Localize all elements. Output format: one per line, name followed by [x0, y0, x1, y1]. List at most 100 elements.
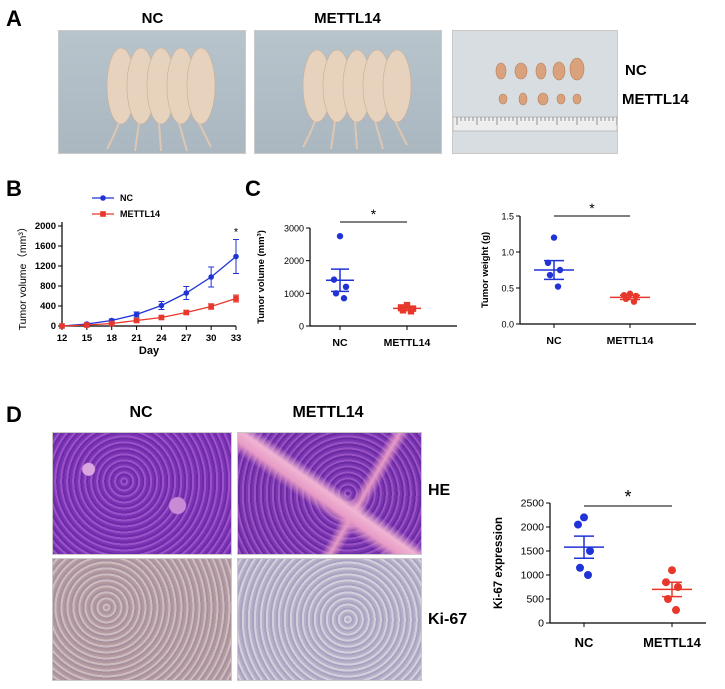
x-tick-label: 27 [181, 333, 192, 344]
y-tick-label: 1.5 [501, 212, 514, 222]
ki67-expression-chart: 0 500 1000 1500 2000 2500 Ki-67 expression NC ME… [493, 487, 706, 650]
data-point [208, 274, 214, 280]
legend-label: METTL14 [120, 209, 160, 219]
series-line-nc [61, 255, 237, 327]
excised-tumors-photo [452, 30, 618, 154]
tumor-growth-chart: 0 400 800 1200 1600 2000 12 15 18 21 24 27 30 33 Day Tu… [17, 193, 242, 357]
data-point [668, 566, 676, 575]
panel-a-nc-side-label: NC [625, 62, 647, 79]
y-tick-label: 1000 [521, 570, 545, 582]
data-point [574, 520, 582, 529]
data-point [626, 290, 634, 297]
x-axis-label: Day [139, 345, 160, 357]
data-point [59, 323, 65, 329]
y-tick-label: 3000 [284, 224, 304, 234]
data-point [584, 571, 592, 579]
data-point [622, 295, 630, 302]
data-point [544, 259, 552, 266]
data-point [208, 303, 214, 310]
ki67-row-label: Ki-67 [428, 611, 468, 628]
data-point [233, 295, 239, 302]
data-point [399, 307, 407, 314]
y-tick-label: 2500 [521, 498, 545, 510]
data-point [340, 295, 348, 302]
data-point [554, 283, 562, 290]
data-point [330, 276, 338, 283]
panel-label-c: C [245, 176, 261, 201]
y-tick-label: 0 [51, 321, 56, 332]
y-tick-label: 2000 [284, 256, 304, 266]
x-tick-label: 18 [106, 333, 117, 344]
data-point [556, 266, 564, 274]
y-tick-label: 800 [40, 281, 56, 292]
y-tick-label: 1500 [521, 546, 545, 558]
x-tick-label: 24 [156, 333, 167, 344]
legend-marker [100, 195, 106, 201]
data-point [84, 322, 90, 328]
panel-a-mettl14-side-label: METTL14 [622, 91, 689, 108]
y-tick-label: 400 [40, 301, 56, 312]
mettl14-mice-photo [254, 30, 442, 154]
y-tick-label: 0 [299, 322, 304, 332]
y-tick-label: 2000 [35, 221, 56, 232]
he-row-label: HE [428, 482, 451, 499]
panel-label-d: D [6, 402, 22, 427]
mettl14-he-stain-image [237, 432, 422, 555]
y-tick-label: 0.5 [501, 284, 514, 294]
series-line-mettl14 [61, 297, 237, 327]
data-point [586, 547, 594, 555]
y-tick-label: 0 [538, 618, 544, 630]
data-point [133, 317, 140, 324]
panel-label-a: A [6, 6, 22, 31]
panel-label-b: B [6, 176, 22, 201]
legend-marker [100, 211, 106, 217]
panel-a-nc-title: NC [141, 10, 164, 27]
data-point [183, 290, 190, 296]
y-axis-label: Tumor volume（mm³） [17, 222, 29, 331]
data-point [183, 309, 190, 316]
x-tick-label: 12 [57, 333, 68, 344]
y-tick-label: 1600 [35, 241, 56, 252]
significance-star: * [624, 487, 631, 507]
data-point [342, 283, 350, 290]
category-label: METTL14 [607, 335, 654, 347]
category-label: METTL14 [643, 635, 702, 650]
panel-d-mettl14-title: METTL14 [292, 404, 364, 421]
y-tick-label: 1.0 [501, 248, 514, 258]
x-tick-label: 15 [82, 333, 93, 344]
tumors-illustration [452, 57, 618, 132]
tumor-volume-chart: 0 1000 2000 3000 Tumor volume (mm³) NC METTL14… [256, 206, 457, 349]
data-point [158, 302, 165, 309]
significance-star: * [371, 206, 377, 222]
data-point [233, 253, 239, 260]
category-label: METTL14 [384, 337, 431, 349]
nc-mice-illustration [106, 47, 216, 152]
x-tick-label: 33 [231, 333, 242, 344]
data-point [158, 314, 165, 321]
y-tick-label: 2000 [521, 522, 545, 534]
tumor-weight-chart: 0.0 0.5 1.0 1.5 Tumor weight (g) NC METTL14 * [480, 200, 696, 347]
data-point [576, 563, 584, 572]
data-point [674, 583, 682, 591]
panel-d-nc-title: NC [129, 404, 153, 421]
data-point [108, 320, 115, 327]
panel-a-mettl14-title: METTL14 [314, 10, 381, 27]
significance-star: * [234, 227, 239, 239]
y-tick-label: 0.0 [501, 320, 514, 330]
mettl14-ki67-stain-image [237, 558, 422, 681]
y-axis-label: Tumor weight (g) [480, 232, 491, 308]
nc-ki67-stain-image [52, 558, 232, 681]
y-axis-label: Tumor volume (mm³) [256, 230, 267, 324]
y-tick-label: 500 [526, 594, 544, 606]
y-tick-label: 1000 [284, 289, 304, 299]
mettl14-mice-illustration [302, 49, 412, 150]
data-point [672, 606, 680, 615]
category-label: NC [575, 635, 594, 650]
data-point [630, 298, 638, 305]
category-label: NC [332, 337, 348, 349]
legend-label: NC [120, 193, 133, 203]
nc-he-stain-image [52, 432, 232, 555]
data-point [632, 292, 640, 300]
data-point [662, 578, 670, 587]
data-point [580, 513, 588, 522]
